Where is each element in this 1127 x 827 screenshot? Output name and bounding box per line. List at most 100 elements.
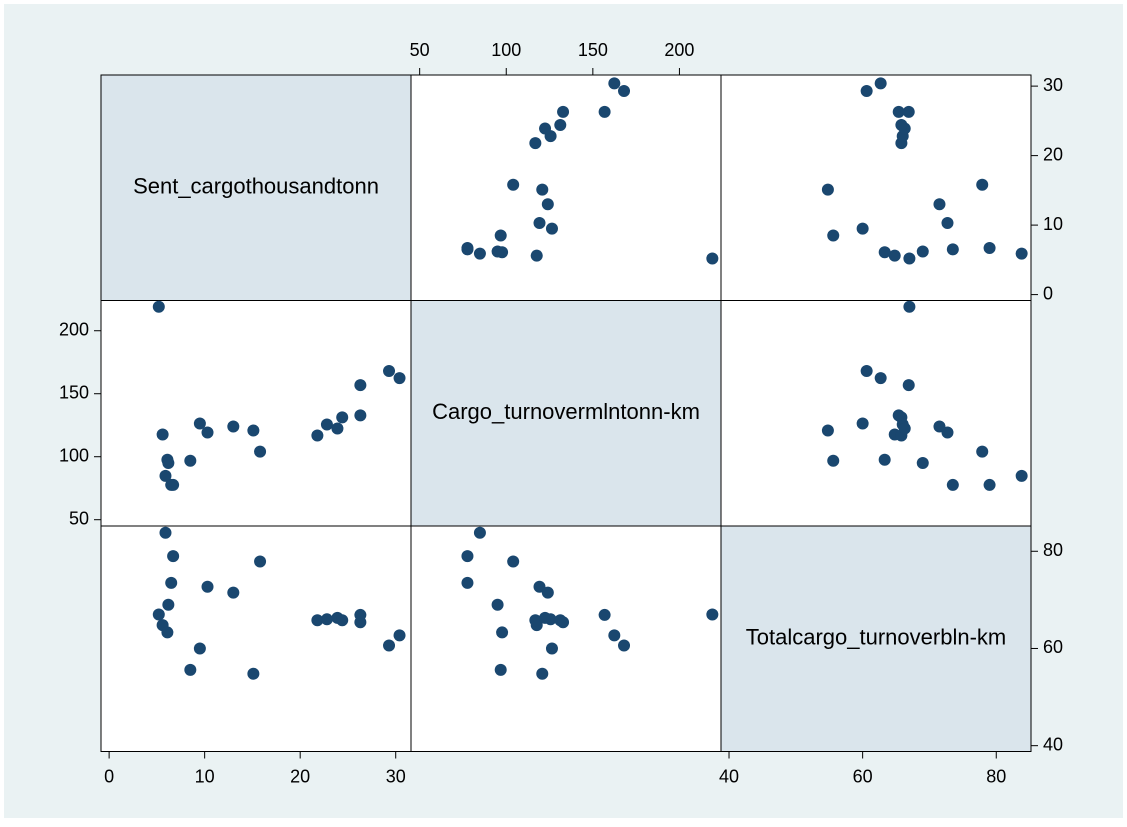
point	[152, 608, 165, 621]
point	[311, 429, 324, 442]
panel	[410, 525, 722, 752]
point	[320, 418, 333, 431]
point	[976, 178, 989, 191]
x-tick-label: 0	[104, 766, 114, 786]
point	[320, 613, 333, 626]
point	[545, 222, 558, 235]
point	[491, 245, 504, 258]
point	[821, 424, 834, 437]
point	[461, 576, 474, 589]
point	[159, 469, 172, 482]
panel	[720, 300, 1032, 527]
point	[554, 119, 567, 132]
point	[529, 614, 542, 627]
point	[856, 417, 869, 430]
x-tick-label: 200	[664, 40, 694, 60]
x-tick-label: 20	[290, 766, 310, 786]
point	[201, 426, 214, 439]
variable-label: Sent_cargothousandtonn	[133, 174, 379, 199]
point	[533, 580, 546, 593]
point	[827, 454, 840, 467]
point	[491, 598, 504, 611]
point	[902, 105, 915, 118]
point	[167, 550, 180, 563]
point	[383, 639, 396, 652]
point	[167, 478, 180, 491]
point	[1015, 469, 1028, 482]
point	[618, 84, 631, 97]
point	[895, 119, 908, 132]
point	[946, 478, 959, 491]
point	[473, 526, 486, 539]
point	[254, 555, 267, 568]
point	[494, 229, 507, 242]
x-tick-label: 150	[578, 40, 608, 60]
point	[247, 424, 260, 437]
point	[529, 137, 542, 150]
point	[159, 526, 172, 539]
point	[541, 586, 554, 599]
point	[165, 576, 178, 589]
point	[201, 580, 214, 593]
point	[354, 379, 367, 392]
point	[227, 586, 240, 599]
point	[336, 614, 349, 627]
point	[856, 222, 869, 235]
point	[193, 417, 206, 430]
point	[902, 379, 915, 392]
y-tick-label: 0	[1043, 283, 1053, 303]
y-tick-label: 50	[69, 508, 89, 528]
diagonal-panel	[100, 74, 412, 301]
x-tick-label: 10	[195, 766, 215, 786]
point	[473, 247, 486, 260]
point	[494, 663, 507, 676]
point	[496, 626, 509, 639]
y-tick-label: 60	[1043, 637, 1063, 657]
point	[976, 445, 989, 458]
variable-label: Cargo_turnovermlntonn-km	[432, 399, 700, 424]
point	[898, 422, 911, 435]
point	[393, 629, 406, 642]
point	[557, 616, 570, 629]
point	[860, 365, 873, 378]
diagonal-panel	[720, 525, 1032, 752]
point	[254, 445, 267, 458]
point	[1015, 247, 1028, 260]
point	[608, 629, 621, 642]
point	[530, 249, 543, 262]
x-tick-label: 40	[719, 766, 739, 786]
point	[162, 457, 175, 470]
x-tick-label: 100	[491, 40, 521, 60]
point	[878, 246, 891, 259]
point	[860, 84, 873, 97]
y-tick-label: 30	[1043, 75, 1063, 95]
point	[336, 411, 349, 424]
point	[598, 105, 611, 118]
point	[933, 420, 946, 433]
point	[247, 667, 260, 680]
point	[184, 454, 197, 467]
point	[536, 667, 549, 680]
point	[916, 245, 929, 258]
y-tick-label: 200	[59, 319, 89, 339]
y-tick-label: 20	[1043, 144, 1063, 164]
x-tick-label: 50	[410, 40, 430, 60]
point	[983, 478, 996, 491]
y-tick-label: 40	[1043, 734, 1063, 754]
point	[892, 105, 905, 118]
point	[152, 300, 165, 313]
point	[331, 422, 344, 435]
point	[874, 372, 887, 385]
point	[539, 122, 552, 135]
point	[941, 217, 954, 230]
point	[827, 229, 840, 242]
point	[821, 183, 834, 196]
point	[983, 242, 996, 255]
y-tick-label: 80	[1043, 540, 1063, 560]
y-tick-label: 100	[59, 445, 89, 465]
point	[156, 428, 169, 441]
point	[878, 453, 891, 466]
point	[903, 300, 916, 313]
point	[193, 642, 206, 655]
